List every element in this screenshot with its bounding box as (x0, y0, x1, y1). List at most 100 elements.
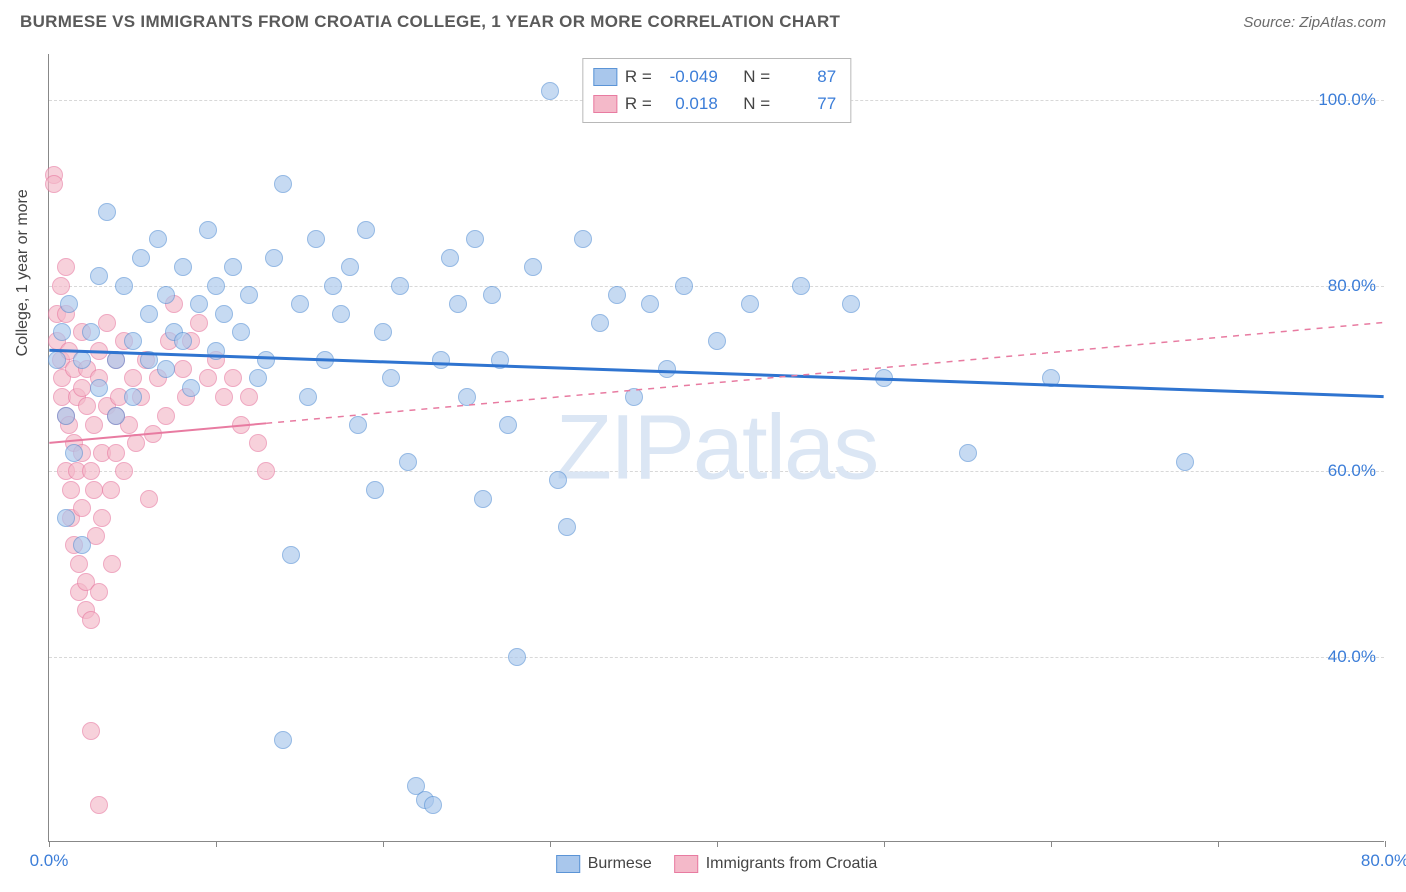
data-point-burmese (324, 277, 342, 295)
data-point-burmese (658, 360, 676, 378)
data-point-croatia (90, 796, 108, 814)
data-point-croatia (215, 388, 233, 406)
legend-swatch-burmese (556, 855, 580, 873)
data-point-croatia (90, 342, 108, 360)
data-point-croatia (93, 509, 111, 527)
y-tick-label: 80.0% (1328, 276, 1376, 296)
data-point-burmese (625, 388, 643, 406)
data-point-burmese (458, 388, 476, 406)
x-tick (717, 841, 718, 847)
data-point-burmese (57, 509, 75, 527)
data-point-croatia (82, 722, 100, 740)
data-point-burmese (157, 360, 175, 378)
data-point-burmese (207, 342, 225, 360)
data-point-burmese (499, 416, 517, 434)
data-point-burmese (483, 286, 501, 304)
data-point-croatia (85, 481, 103, 499)
data-point-burmese (207, 277, 225, 295)
source-attribution: Source: ZipAtlas.com (1243, 14, 1386, 31)
x-tick (1051, 841, 1052, 847)
legend-swatch-croatia (593, 95, 617, 113)
data-point-burmese (124, 332, 142, 350)
data-point-croatia (107, 444, 125, 462)
x-tick (1218, 841, 1219, 847)
data-point-burmese (875, 369, 893, 387)
data-point-burmese (549, 471, 567, 489)
data-point-burmese (60, 295, 78, 313)
data-point-burmese (82, 323, 100, 341)
data-point-burmese (349, 416, 367, 434)
data-point-burmese (741, 295, 759, 313)
data-point-burmese (174, 258, 192, 276)
data-point-burmese (316, 351, 334, 369)
data-point-burmese (115, 277, 133, 295)
data-point-burmese (282, 546, 300, 564)
data-point-burmese (591, 314, 609, 332)
data-point-croatia (127, 434, 145, 452)
y-tick-label: 100.0% (1318, 90, 1376, 110)
data-point-burmese (424, 796, 442, 814)
data-point-burmese (541, 82, 559, 100)
data-point-burmese (608, 286, 626, 304)
data-point-burmese (224, 258, 242, 276)
data-point-croatia (249, 434, 267, 452)
data-point-burmese (53, 323, 71, 341)
data-point-burmese (432, 351, 450, 369)
y-axis-label: College, 1 year or more (14, 189, 32, 356)
data-point-burmese (792, 277, 810, 295)
gridline (49, 657, 1384, 658)
data-point-croatia (257, 462, 275, 480)
data-point-burmese (107, 407, 125, 425)
x-tick (1385, 841, 1386, 847)
data-point-burmese (524, 258, 542, 276)
data-point-burmese (558, 518, 576, 536)
data-point-burmese (1042, 369, 1060, 387)
data-point-burmese (98, 203, 116, 221)
x-tick-label: 0.0% (30, 851, 69, 871)
data-point-burmese (399, 453, 417, 471)
data-point-croatia (82, 462, 100, 480)
gridline (49, 471, 1384, 472)
data-point-burmese (441, 249, 459, 267)
data-point-croatia (85, 416, 103, 434)
chart-title: BURMESE VS IMMIGRANTS FROM CROATIA COLLE… (20, 12, 840, 32)
x-tick (49, 841, 50, 847)
data-point-croatia (73, 499, 91, 517)
data-point-burmese (215, 305, 233, 323)
data-point-croatia (102, 481, 120, 499)
data-point-burmese (90, 267, 108, 285)
data-point-burmese (291, 295, 309, 313)
data-point-burmese (107, 351, 125, 369)
data-point-burmese (382, 369, 400, 387)
data-point-croatia (232, 416, 250, 434)
data-point-burmese (124, 388, 142, 406)
data-point-croatia (224, 369, 242, 387)
legend-swatch-burmese (593, 68, 617, 86)
data-point-burmese (249, 369, 267, 387)
data-point-burmese (73, 536, 91, 554)
data-point-burmese (174, 332, 192, 350)
data-point-burmese (307, 230, 325, 248)
data-point-croatia (90, 583, 108, 601)
legend-swatch-croatia (674, 855, 698, 873)
series-legend: Burmese Immigrants from Croatia (556, 855, 878, 873)
data-point-burmese (1176, 453, 1194, 471)
data-point-croatia (140, 490, 158, 508)
data-point-croatia (157, 407, 175, 425)
chart-plot-area: ZIPatlas R = -0.049 N = 87 R = 0.018 N =… (48, 54, 1384, 842)
data-point-burmese (641, 295, 659, 313)
data-point-burmese (332, 305, 350, 323)
data-point-burmese (90, 379, 108, 397)
data-point-burmese (240, 286, 258, 304)
data-point-croatia (73, 379, 91, 397)
data-point-burmese (959, 444, 977, 462)
data-point-croatia (57, 258, 75, 276)
data-point-burmese (274, 731, 292, 749)
data-point-croatia (52, 277, 70, 295)
x-tick (550, 841, 551, 847)
data-point-croatia (78, 397, 96, 415)
data-point-croatia (115, 462, 133, 480)
data-point-croatia (124, 369, 142, 387)
x-tick (884, 841, 885, 847)
data-point-burmese (199, 221, 217, 239)
